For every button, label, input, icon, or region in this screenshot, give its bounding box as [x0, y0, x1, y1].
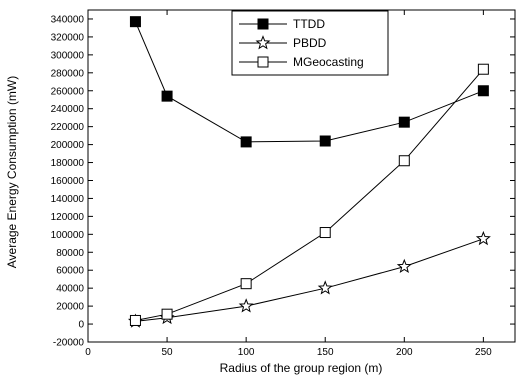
data-point-ttdd	[129, 16, 141, 28]
legend-label-ttdd: TTDD	[293, 17, 325, 31]
x-tick-label: 150	[317, 347, 334, 358]
x-tick-label: 50	[162, 347, 174, 358]
data-point-pbdd	[396, 258, 412, 274]
x-axis-ticks: 0 50 100 150 200 250	[85, 10, 492, 358]
y-tick-label: 60000	[56, 266, 84, 277]
y-tick-label: 200000	[51, 140, 85, 151]
legend-marker-mgeocasting	[257, 56, 269, 68]
series-ttdd	[129, 16, 489, 148]
y-tick-label: 300000	[51, 50, 85, 61]
x-tick-label: 200	[396, 347, 413, 358]
y-tick-label: 220000	[51, 122, 85, 133]
data-point-ttdd	[477, 85, 489, 97]
y-tick-label: 320000	[51, 32, 85, 43]
data-point-mgeocasting	[319, 227, 331, 239]
x-tick-label: 0	[85, 347, 91, 358]
series-line-mgeocasting	[135, 68, 484, 321]
y-tick-label: 340000	[51, 14, 85, 25]
x-tick-label: 250	[475, 347, 492, 358]
y-tick-label: -20000	[53, 338, 85, 349]
y-tick-label: 140000	[51, 194, 85, 205]
legend-marker-ttdd	[257, 18, 269, 30]
y-axis-title: Average Energy Consumption (mW)	[5, 76, 19, 269]
data-point-pbdd	[475, 230, 491, 246]
y-axis-ticks: -20000 0 20000 40000 60000 80000 100000 120000 1…	[51, 14, 515, 349]
y-tick-label: 100000	[51, 230, 85, 241]
data-point-ttdd	[319, 135, 331, 147]
y-tick-label: 180000	[51, 158, 85, 169]
data-point-pbdd	[238, 298, 254, 313]
y-tick-label: 40000	[56, 284, 84, 295]
legend-marker-pbdd	[255, 35, 271, 50]
y-tick-label: 240000	[51, 104, 85, 115]
legend-label-pbdd: PBDD	[293, 36, 327, 50]
series-line-pbdd	[135, 238, 484, 322]
legend: TTDD PBDD MGeocasting	[231, 10, 389, 76]
data-point-ttdd	[161, 90, 173, 102]
series-pbdd	[127, 230, 491, 328]
y-tick-label: 120000	[51, 212, 85, 223]
data-point-mgeocasting	[240, 278, 252, 290]
x-axis-title: Radius of the group region (m)	[220, 361, 383, 375]
series-line-ttdd	[134, 21, 484, 143]
data-point-ttdd	[240, 136, 252, 148]
x-tick-label: 100	[238, 347, 255, 358]
data-point-mgeocasting	[129, 314, 141, 326]
y-tick-label: 280000	[51, 68, 85, 79]
data-point-mgeocasting	[398, 155, 410, 167]
data-point-ttdd	[398, 116, 410, 128]
legend-label-mgeocasting: MGeocasting	[293, 55, 364, 69]
y-tick-label: 260000	[51, 86, 85, 97]
data-point-mgeocasting	[161, 308, 173, 320]
y-tick-label: 160000	[51, 176, 85, 187]
y-tick-label: 0	[78, 320, 84, 331]
series-layer	[127, 16, 491, 328]
data-point-mgeocasting	[477, 63, 489, 75]
data-point-pbdd	[317, 280, 333, 295]
plot-frame	[87, 9, 516, 343]
series-mgeocasting	[129, 63, 489, 326]
y-tick-label: 80000	[56, 248, 84, 259]
y-tick-label: 20000	[56, 302, 84, 313]
